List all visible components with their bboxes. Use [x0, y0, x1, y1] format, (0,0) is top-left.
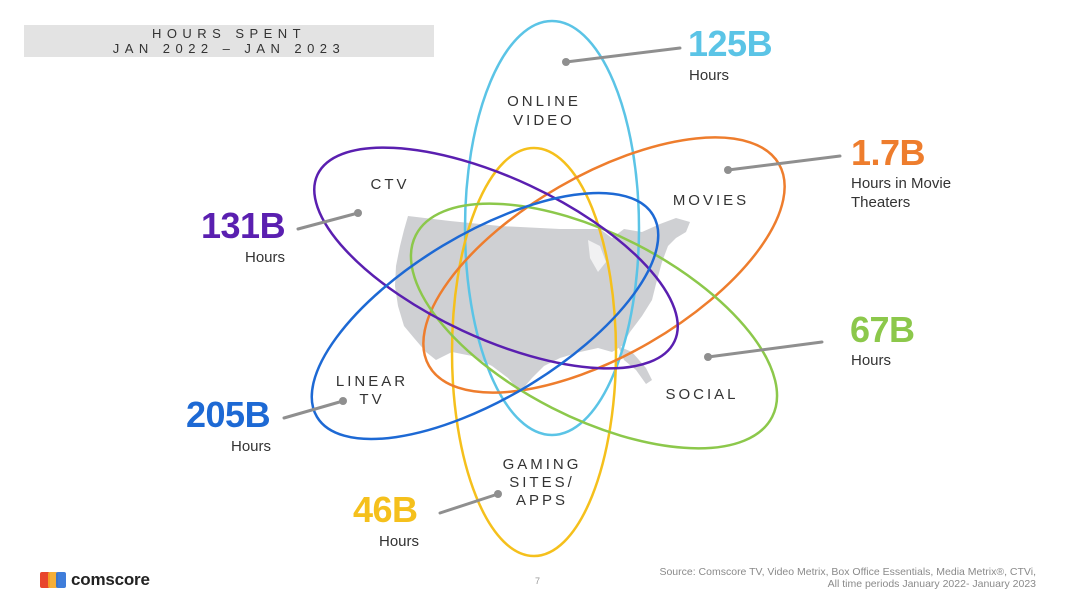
source-line-1: Source: Comscore TV, Video Metrix, Box O…: [659, 566, 1036, 578]
label-gaming-line2: SITES/: [509, 474, 575, 491]
comscore-brand-text: comscore: [71, 570, 150, 589]
unit-social: Hours: [851, 352, 892, 369]
unit-online-video: Hours: [689, 67, 730, 84]
leader-dot-social: [704, 353, 712, 361]
label-gaming-line1: GAMING: [503, 456, 582, 473]
ellipse-gaming: [450, 146, 618, 558]
value-linear-tv: 205B: [186, 394, 271, 435]
leader-social: [706, 340, 824, 359]
comscore-logo: comscore: [40, 570, 150, 590]
header-band: [24, 25, 434, 57]
ellipse-online-video: [463, 19, 641, 437]
unit-ctv: Hours: [245, 249, 286, 266]
leader-movies: [726, 154, 842, 172]
unit-movies-line2: Theaters: [851, 194, 911, 211]
unit-gaming: Hours: [379, 533, 420, 550]
leader-dot-linear-tv: [339, 397, 347, 405]
label-gaming-line3: APPS: [516, 492, 568, 509]
leader-gaming: [438, 492, 500, 515]
source-line-2: All time periods January 2022- January 2…: [827, 578, 1036, 590]
great-lakes-shape: [588, 240, 606, 272]
header-title: HOURS SPENT: [152, 26, 306, 41]
ellipse-linear-tv: [310, 191, 660, 441]
leader-online-video: [564, 46, 682, 64]
us-map-silhouette: [395, 216, 690, 392]
leader-dot-movies: [724, 166, 732, 174]
value-gaming: 46B: [353, 489, 418, 530]
label-online-video-line2: VIDEO: [513, 112, 575, 129]
source-note: Source: Comscore TV, Video Metrix, Box O…: [659, 566, 1036, 590]
leader-dot-ctv: [354, 209, 362, 217]
label-ctv: CTV: [371, 176, 410, 193]
header-date-range: JAN 2022 – JAN 2023: [112, 41, 346, 56]
value-online-video: 125B: [688, 23, 773, 64]
ellipse-ctv: [313, 146, 679, 370]
label-social: SOCIAL: [665, 386, 738, 403]
leader-dot-gaming: [494, 490, 502, 498]
unit-linear-tv: Hours: [231, 438, 272, 455]
value-ctv: 131B: [201, 205, 286, 246]
value-movies: 1.7B: [851, 132, 926, 173]
comscore-logo-mark-icon: [40, 572, 66, 588]
ellipse-social: [409, 202, 779, 450]
label-online-video-line1: ONLINE: [507, 93, 581, 110]
label-linear-tv-line2: TV: [359, 391, 384, 408]
value-social: 67B: [850, 309, 915, 350]
leader-linear-tv: [282, 399, 345, 420]
leader-ctv: [296, 211, 360, 231]
unit-movies-line1: Hours in Movie: [851, 175, 952, 192]
page-number: 7: [535, 576, 541, 586]
label-movies: MOVIES: [673, 192, 749, 209]
label-linear-tv-line1: LINEAR: [336, 373, 408, 390]
leader-dot-online-video: [562, 58, 570, 66]
